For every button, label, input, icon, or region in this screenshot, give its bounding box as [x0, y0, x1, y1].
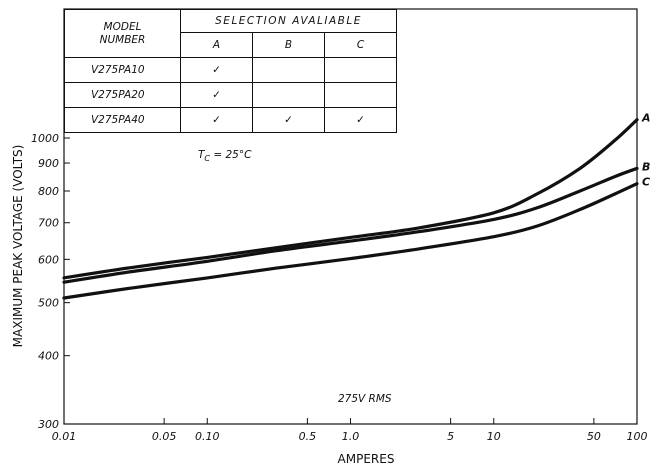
header-selection-available: SELECTION AVALIABLE [180, 9, 397, 33]
x-tick-label: 10 [487, 430, 501, 443]
x-axis-title: AMPERES [338, 452, 395, 466]
curve-group: A BC [62, 112, 651, 300]
column-a-header: A [180, 32, 253, 58]
y-tick-label: 300 [38, 418, 59, 431]
check-cell: ✓ [324, 107, 397, 133]
x-tick-label: 0.10 [195, 430, 220, 443]
selection-table: MODEL NUMBER SELECTION AVALIABLE A B C V… [64, 9, 397, 133]
column-b-header: B [252, 32, 325, 58]
x-tick-label: 100 [627, 430, 648, 443]
y-tick-label: 900 [38, 157, 59, 170]
series-label-a: A [641, 112, 651, 125]
series-label-c: C [642, 176, 650, 189]
x-tick-label: 5 [447, 430, 454, 443]
x-tick-label: 1.0 [342, 430, 360, 443]
series-curve-b [62, 166, 639, 284]
x-tick-label: 0.05 [152, 430, 177, 443]
y-tick-label: 500 [38, 297, 59, 310]
series-label-b: B [642, 160, 650, 173]
table-row: V275PA20 ✓ [64, 82, 397, 108]
x-tick-label: 0.5 [299, 430, 317, 443]
y-tick-label: 1000 [31, 132, 59, 145]
check-cell: ✓ [180, 57, 253, 83]
header-model-line2: NUMBER [99, 33, 146, 46]
x-tick-label: 0.01 [52, 430, 77, 443]
series-curve-a [62, 118, 639, 280]
check-cell: ✓ [180, 82, 253, 108]
check-cell: ✓ [252, 107, 325, 133]
header-model-line1: MODEL [103, 20, 142, 33]
check-cell: ✓ [180, 107, 253, 133]
series-curve-c [62, 182, 639, 300]
model-cell: V275PA10 [64, 57, 181, 83]
model-cell: V275PA40 [64, 107, 181, 133]
check-cell [324, 82, 397, 108]
table-row: V275PA10 ✓ [64, 57, 397, 83]
check-cell [252, 82, 325, 108]
check-cell [324, 57, 397, 83]
check-cell [252, 57, 325, 83]
table-row: V275PA40 ✓ ✓ ✓ [64, 107, 397, 133]
model-cell: V275PA20 [64, 82, 181, 108]
y-axis-title: MAXIMUM PEAK VOLTAGE (VOLTS) [11, 145, 25, 348]
y-tick-label: 700 [38, 217, 59, 230]
column-c-header: C [324, 32, 397, 58]
header-model-number: MODEL NUMBER [64, 9, 181, 58]
x-tick-label: 50 [587, 430, 601, 443]
y-tick-label: 600 [38, 253, 59, 266]
tick-group: 0.01 0.05 0.10 0.5 1.0 5 10 50 100 300 400 500 600 70… [31, 132, 648, 443]
y-tick-label: 800 [38, 185, 59, 198]
temperature-annotation: TC = 25°C [198, 149, 252, 163]
voltage-rating-annotation: 275V RMS [338, 393, 392, 405]
y-tick-label: 400 [38, 350, 59, 363]
